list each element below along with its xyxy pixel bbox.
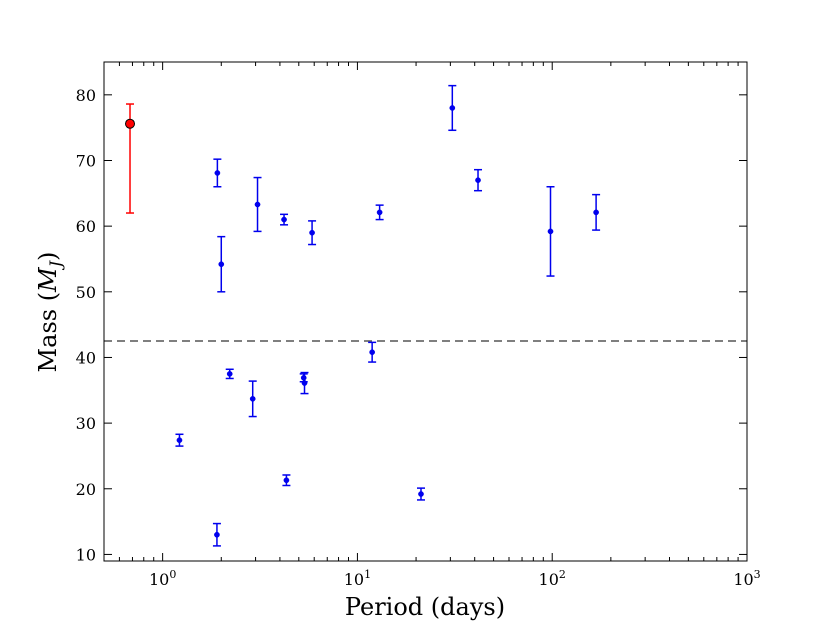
- y-axis-title-symbol: M: [34, 266, 62, 293]
- data-marker: [218, 261, 225, 268]
- data-marker: [214, 170, 221, 176]
- data-point-13: [375, 204, 384, 221]
- highlight-point-0: [125, 103, 136, 214]
- data-marker: [226, 371, 233, 377]
- data-point-7: [280, 213, 289, 226]
- y-tick-label: 30: [76, 414, 96, 433]
- data-point-3: [217, 235, 226, 293]
- data-point-14: [416, 487, 425, 501]
- data-marker: [300, 374, 307, 381]
- data-marker: [593, 209, 599, 216]
- data-point-10: [300, 371, 309, 395]
- data-point-2: [212, 522, 221, 547]
- data-marker: [283, 477, 290, 484]
- data-marker: [449, 105, 456, 111]
- x-tick-label: 102: [539, 568, 566, 589]
- y-tick-label: 20: [76, 480, 96, 499]
- data-marker: [301, 380, 308, 386]
- data-marker: [249, 395, 256, 402]
- data-point-15: [448, 84, 457, 132]
- y-axis-title-suffix: ): [34, 252, 62, 261]
- data-point-5: [248, 380, 257, 418]
- plot-frame: [103, 61, 748, 562]
- y-axis-title-prefix: Mass (: [34, 292, 62, 373]
- x-tick-label: 100: [149, 568, 176, 589]
- data-marker: [376, 209, 383, 216]
- data-marker: [214, 531, 220, 538]
- data-marker: [475, 177, 481, 184]
- data-point-8: [282, 474, 291, 487]
- y-axis-title-subscript: J: [46, 259, 65, 270]
- y-tick-label: 40: [76, 348, 96, 367]
- data-marker: [281, 216, 287, 223]
- y-tick-label: 70: [76, 151, 96, 170]
- y-axis-title: Mass (MJ): [34, 252, 65, 373]
- highlight-marker: [125, 118, 136, 129]
- data-marker: [254, 201, 261, 208]
- data-point-11: [308, 220, 317, 246]
- data-marker: [369, 349, 375, 356]
- data-point-6: [253, 176, 262, 233]
- data-marker: [176, 437, 183, 444]
- x-axis-title: Period (days): [345, 593, 505, 621]
- data-marker: [309, 229, 315, 236]
- data-point-16: [474, 168, 483, 192]
- x-tick-label: 101: [344, 568, 371, 589]
- data-marker: [547, 228, 554, 235]
- y-tick-label: 50: [76, 283, 96, 302]
- data-point-4: [225, 368, 234, 380]
- data-point-0: [175, 433, 184, 447]
- data-point-1: [213, 158, 222, 188]
- y-tick-label: 10: [76, 545, 96, 564]
- plot-marks: [104, 84, 747, 547]
- data-point-17: [546, 186, 555, 277]
- y-tick-label: 60: [76, 217, 96, 236]
- data-point-18: [592, 193, 601, 231]
- data-point-12: [368, 341, 377, 363]
- data-marker: [418, 491, 424, 497]
- x-tick-label: 103: [733, 568, 760, 589]
- axes: 10 20 30 40 50 60 70 80 100 101 102 103: [76, 61, 761, 589]
- y-tick-label: 80: [76, 86, 96, 105]
